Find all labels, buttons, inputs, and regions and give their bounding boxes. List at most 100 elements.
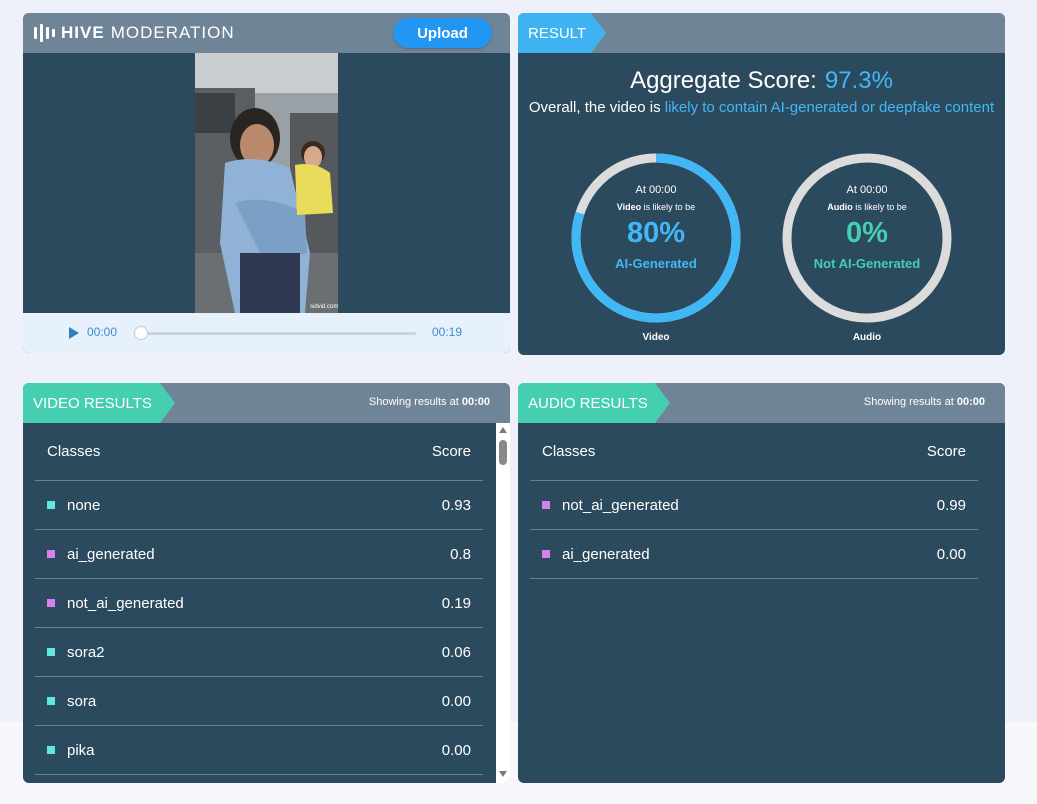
video-panel: HIVE MODERATION Upload [23, 13, 510, 353]
aggregate-score: Aggregate Score: 97.3% [518, 67, 1005, 95]
video-results-panel: VIDEO RESULTS Showing results at 00:00 C… [23, 383, 510, 783]
table-row: ai_generated 0.8 [35, 530, 483, 579]
audio-showing-prefix: Showing results at [863, 396, 954, 408]
audio-results-header: AUDIO RESULTS Showing results at 00:00 [518, 383, 1005, 423]
class-name: not_ai_generated [67, 594, 184, 612]
audio-results-panel: AUDIO RESULTS Showing results at 00:00 C… [518, 383, 1005, 783]
hive-logo: HIVE MODERATION [34, 23, 235, 43]
class-name: sora2 [67, 643, 105, 661]
svg-text:sidvid.com: sidvid.com [310, 304, 338, 310]
result-header: RESULT [518, 13, 1005, 53]
scroll-thumb[interactable] [499, 440, 507, 465]
result-panel: RESULT Aggregate Score: 97.3% Overall, th… [518, 13, 1005, 355]
class-color-swatch [542, 550, 550, 558]
audio-results-table: Classes Score not_ai_generated 0.99 ai_gen… [530, 423, 978, 579]
audio-gauge-ring [782, 153, 952, 323]
audio-gauge-text: At 00:00 Audio is likely to be 0% Not AI… [780, 151, 954, 325]
tab-audio-results: AUDIO RESULTS [518, 383, 655, 423]
video-gauge-percent: 80% [626, 217, 686, 249]
tab-audio-results-label: AUDIO RESULTS [528, 394, 648, 412]
audio-gauge-subject: Audio [827, 202, 853, 212]
class-score: 0.00 [441, 741, 471, 759]
class-name: none [67, 496, 101, 514]
video-gauge-ring [571, 153, 741, 323]
overall-highlight: likely to contain AI-generated or deepfa… [664, 99, 995, 116]
audio-results-rows: not_ai_generated 0.99 ai_generated 0.00 [530, 481, 978, 579]
col-score: Score [926, 443, 966, 460]
class-color-swatch [542, 501, 550, 509]
upload-button[interactable]: Upload [393, 18, 492, 48]
play-icon[interactable] [68, 326, 80, 340]
col-score: Score [431, 443, 471, 460]
audio-gauge-likely: Audio is likely to be [780, 202, 954, 212]
audio-gauge-at: At 00:00 [846, 184, 888, 196]
video-gauge-name: Video [642, 332, 670, 343]
tab-video-results-label: VIDEO RESULTS [33, 394, 152, 412]
video-gauge-subject: Video [616, 202, 642, 212]
class-score: 0.19 [441, 594, 471, 612]
video-gauge-at: At 00:00 [635, 184, 677, 196]
table-header: Classes Score [35, 423, 483, 481]
video-gauge-likely-text: is likely to be [643, 202, 696, 212]
class-name: ai_generated [562, 545, 650, 563]
video-results-table: Classes Score none 0.93 ai_generated 0.8 not… [35, 423, 483, 775]
table-row: not_ai_generated 0.99 [530, 481, 978, 530]
class-color-swatch [47, 648, 55, 656]
class-name: pika [67, 741, 95, 759]
seek-bar[interactable] [141, 332, 416, 335]
logo-text-bold: HIVE [61, 23, 105, 42]
current-time: 00:00 [87, 325, 118, 339]
table-row: ai_generated 0.00 [530, 530, 978, 579]
tab-video-results: VIDEO RESULTS [23, 383, 160, 423]
class-score: 0.99 [936, 496, 966, 514]
class-color-swatch [47, 550, 55, 558]
video-gauge: At 00:00 Video is likely to be 80% AI-Ge… [569, 151, 743, 325]
tab-arrow [591, 13, 606, 53]
class-color-swatch [47, 599, 55, 607]
col-classes: Classes [542, 443, 596, 460]
tab-result-label: RESULT [528, 24, 587, 42]
logo-text-light: MODERATION [110, 23, 235, 42]
video-area: sidvid.com [23, 53, 510, 313]
video-frame[interactable]: sidvid.com [195, 53, 338, 313]
tab-result: RESULT [518, 13, 591, 53]
audio-gauge-likely-text: is likely to be [855, 202, 907, 212]
class-score: 0.8 [450, 545, 471, 563]
video-gauge-likely: Video is likely to be [569, 202, 743, 212]
class-score: 0.00 [936, 545, 966, 563]
overall-verdict: Overall, the video is likely to contain … [528, 97, 995, 119]
video-showing-time: 00:00 [461, 396, 490, 408]
video-gauge-text: At 00:00 Video is likely to be 80% AI-Ge… [569, 151, 743, 325]
class-name: ai_generated [67, 545, 155, 563]
audio-gauge-name: Audio [852, 332, 882, 343]
class-score: 0.00 [441, 692, 471, 710]
class-score: 0.06 [441, 643, 471, 661]
table-row: not_ai_generated 0.19 [35, 579, 483, 628]
video-results-rows: none 0.93 ai_generated 0.8 not_ai_generated 0… [35, 481, 483, 775]
audio-showing-results: Showing results at 00:00 [864, 396, 985, 408]
scroll-down-icon[interactable] [499, 771, 507, 777]
video-results-header: VIDEO RESULTS Showing results at 00:00 [23, 383, 510, 423]
class-color-swatch [47, 697, 55, 705]
video-gauge-verdict: AI-Generated [615, 256, 697, 271]
audio-gauge: At 00:00 Audio is likely to be 0% Not AI… [780, 151, 954, 325]
video-player-controls: 00:00 00:19 [23, 313, 510, 353]
class-name: sora [67, 692, 97, 710]
video-results-scrollbar[interactable] [496, 423, 510, 783]
table-header: Classes Score [530, 423, 978, 481]
hive-logo-icon [34, 24, 55, 42]
video-thumbnail-image: sidvid.com [195, 53, 338, 313]
overall-prefix: Overall, the video is [528, 99, 661, 116]
table-row: sora2 0.06 [35, 628, 483, 677]
table-row: sora 0.00 [35, 677, 483, 726]
scroll-up-icon[interactable] [499, 427, 507, 433]
aggregate-label: Aggregate Score: [630, 67, 817, 94]
audio-gauge-verdict: Not AI-Generated [813, 256, 921, 271]
audio-gauge-percent: 0% [846, 217, 888, 249]
col-classes: Classes [47, 443, 101, 460]
seek-thumb[interactable] [134, 326, 148, 340]
class-color-swatch [47, 746, 55, 754]
duration-time: 00:19 [432, 325, 463, 339]
class-color-swatch [47, 501, 55, 509]
tab-arrow [160, 383, 175, 423]
